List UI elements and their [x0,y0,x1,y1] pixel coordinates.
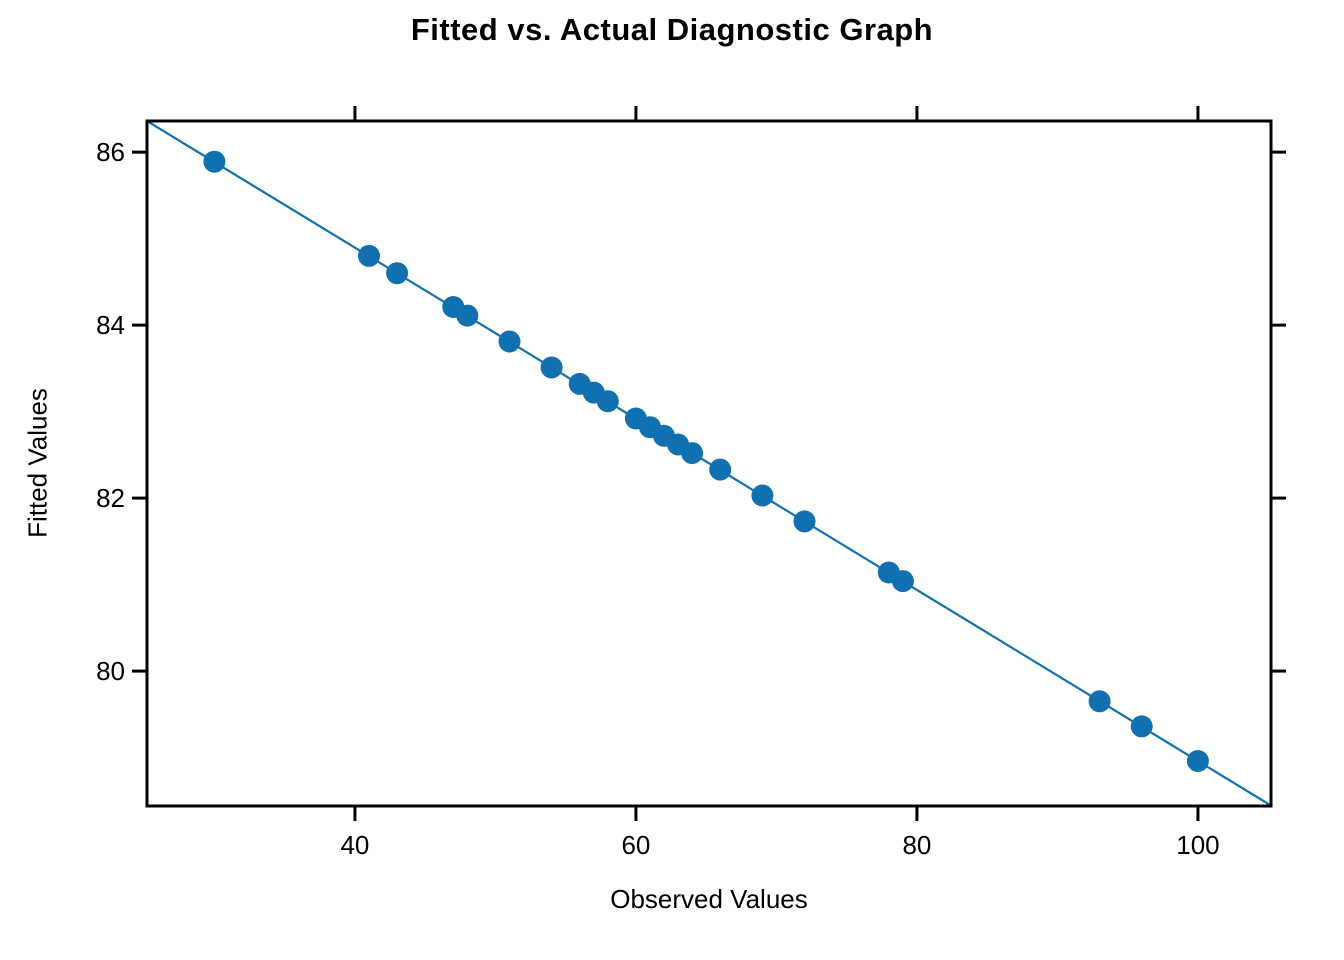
data-point [793,510,816,533]
data-point [751,484,774,507]
x-tick-label: 80 [902,830,931,860]
data-point [891,570,914,593]
y-tick-label: 82 [96,483,125,513]
data-point [596,390,619,413]
y-tick-label: 80 [96,656,125,686]
y-tick-label: 86 [96,137,125,167]
data-point [1088,690,1111,713]
x-tick-label: 60 [621,830,650,860]
fit-line [146,120,1272,807]
x-axis-title: Observed Values [610,884,808,914]
data-point [1130,715,1153,738]
data-point [540,356,563,379]
y-tick-label: 84 [96,310,125,340]
y-axis-title: Fitted Values [22,388,53,538]
data-point [456,304,479,327]
data-point [203,150,226,173]
data-point [1186,750,1209,772]
data-point [358,244,380,267]
x-tick-label: 100 [1176,830,1219,860]
data-point [709,458,732,481]
data-point [386,262,409,285]
x-tick-label: 40 [340,830,369,860]
chart-title: Fitted vs. Actual Diagnostic Graph [410,12,934,47]
data-point [681,442,704,465]
data-point [498,330,521,353]
plot-box [145,119,1273,808]
